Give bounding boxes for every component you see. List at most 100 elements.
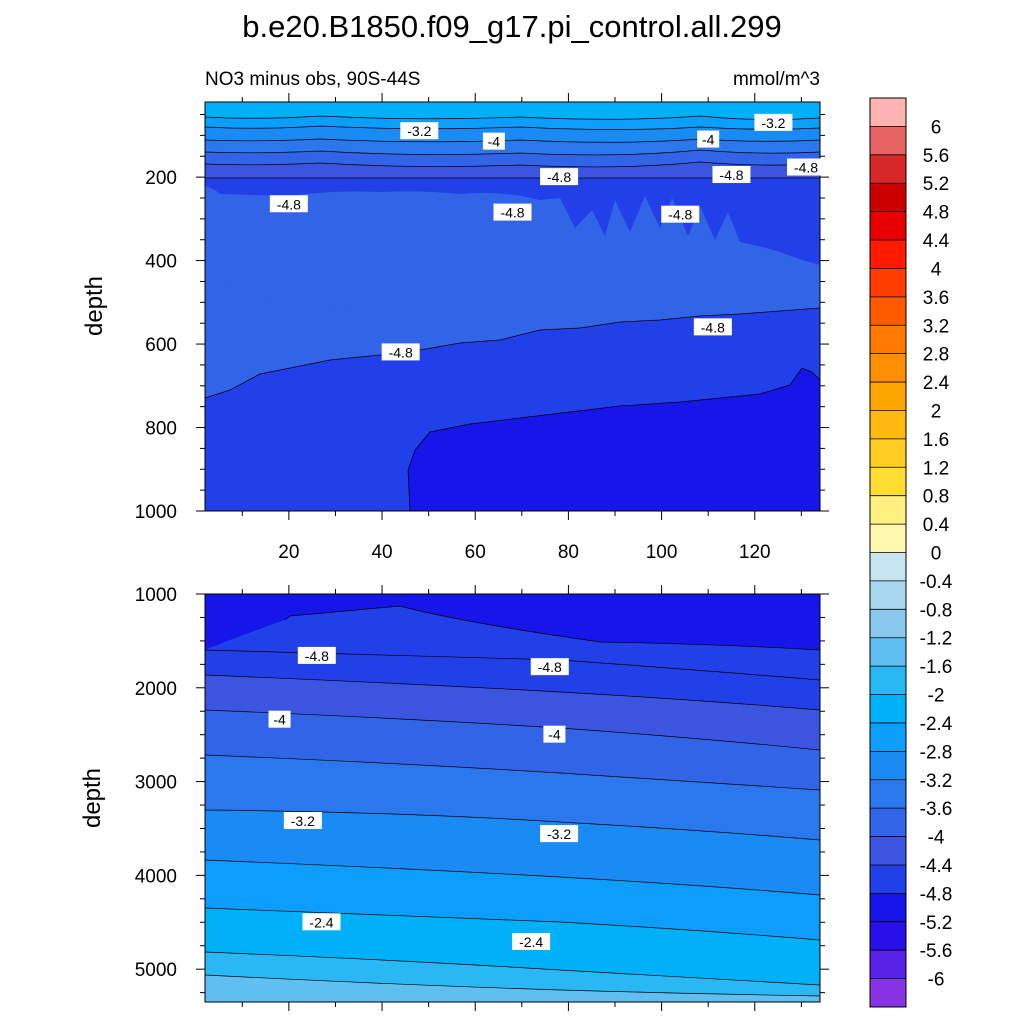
colorbar-swatch (870, 98, 906, 127)
colorbar-swatch (870, 211, 906, 241)
lower-contour-label-text: -4.8 (538, 659, 562, 675)
upper-y-tick-label: 200 (145, 168, 177, 189)
upper-contour-label-text: -4.8 (794, 160, 818, 176)
lower-band-1 (205, 594, 820, 650)
lower-contour-label: -4 (268, 710, 291, 728)
lower-panel: 1000 2000 3000 4000 5000 -4.8 -4.8 -4 -4 -3.2 -3.… (79, 585, 829, 1011)
lower-band-2 (205, 606, 820, 680)
figure-title: b.e20.B1850.f09_g17.pi_control.all.299 (242, 9, 782, 44)
upper-x-tick-label: 100 (646, 542, 678, 563)
lower-y-tick-label: 1000 (135, 585, 177, 606)
colorbar-label: 3.2 (923, 316, 949, 337)
colorbar-label: 4 (931, 259, 942, 280)
colorbar-label: 2.4 (923, 373, 950, 394)
upper-contour-label-box (787, 158, 826, 176)
lower-contour-label-box (268, 710, 291, 728)
colorbar-label: 4.4 (923, 231, 950, 252)
upper-contour-label-box (697, 130, 720, 148)
lower-contour-label: -3.2 (283, 811, 322, 829)
lower-band-5 (205, 710, 820, 790)
lower-contour-label: -3.2 (540, 825, 579, 843)
upper-contour-label: -4 (697, 130, 720, 148)
upper-contour-label-box (269, 195, 308, 213)
colorbar-label: 2.8 (923, 345, 949, 366)
colorbar-label: -5.6 (920, 941, 953, 962)
colorbar-label: -2.8 (920, 742, 953, 763)
colorbar-label: -3.2 (920, 771, 953, 792)
upper-contour-label: -4.8 (269, 195, 308, 213)
upper-layer-patch (205, 268, 386, 306)
colorbar-swatch (870, 978, 906, 1008)
colorbar-swatch (870, 126, 906, 156)
upper-contour-label-text: -3.2 (407, 123, 431, 139)
upper-contour-label-text: -4.8 (547, 169, 571, 185)
lower-contour-label: -4 (543, 725, 566, 743)
upper-contour-label-text: -4.8 (500, 205, 524, 221)
upper-contour-label-text: -4.8 (701, 319, 725, 335)
colorbar-swatch (870, 722, 906, 752)
upper-layer-main (205, 178, 820, 265)
colorbar-swatch (870, 694, 906, 724)
lower-contour-label-box (302, 913, 341, 931)
upper-contour-label-text: -4.8 (389, 344, 413, 360)
upper-y-tick-label: 600 (145, 335, 177, 356)
colorbar-label: -5.2 (920, 913, 953, 934)
lower-contour-label-text: -2.4 (519, 934, 543, 950)
upper-contour-label: -4.8 (493, 203, 532, 221)
lower-band-8 (205, 860, 820, 940)
lower-contour-label-text: -2.4 (309, 914, 333, 930)
colorbar-swatch (870, 637, 906, 667)
upper-y-tick-label: 800 (145, 419, 177, 440)
lower-contour-label-box (540, 825, 579, 843)
colorbar-swatch (870, 296, 906, 326)
lower-y-tick-label: 2000 (135, 679, 177, 700)
upper-y-tick-label: 400 (145, 252, 177, 273)
lower-band-10 (205, 952, 820, 996)
lower-y-tick-label: 3000 (135, 773, 177, 794)
upper-band-3 (205, 126, 820, 143)
upper-contour-label-box (400, 122, 439, 140)
colorbar-label: 2 (931, 401, 942, 422)
upper-y-tick-label: 1000 (135, 502, 177, 523)
upper-contour-label-text: -4.8 (668, 207, 692, 223)
upper-x-tick-label: 20 (278, 542, 299, 563)
lower-contour-label-text: -3.2 (547, 826, 571, 842)
upper-band-4 (205, 139, 820, 155)
subtitle-left: NO3 minus obs, 90S-44S (205, 69, 420, 90)
lower-contour-label-box (283, 811, 322, 829)
colorbar-swatch (870, 154, 906, 184)
colorbar-swatch (870, 325, 906, 355)
colorbar-swatch (870, 438, 906, 468)
upper-axes: 20 40 60 80 100 120 200 400 600 800 1000 (135, 93, 829, 563)
colorbar-swatch (870, 580, 906, 610)
lower-plot-frame (204, 593, 821, 1003)
upper-contour-label: -3.2 (754, 113, 793, 131)
upper-contour-label: -4.8 (787, 158, 826, 176)
colorbar-swatch (870, 467, 906, 497)
lower-contour-label: -2.4 (512, 932, 551, 950)
colorbar-swatch (870, 183, 906, 213)
lower-contour-labels: -4.8 -4.8 -4 -4 -3.2 -3.2 -2.4 -2.4 (268, 646, 579, 950)
colorbar-label: -0.4 (920, 572, 953, 593)
colorbar-label: -2.4 (920, 714, 953, 735)
colorbar-label: -1.2 (920, 629, 953, 650)
colorbar-label: 6 (931, 117, 942, 138)
upper-contour-label: -4.8 (381, 343, 420, 361)
colorbar-swatch (870, 836, 906, 866)
colorbar-swatch (870, 609, 906, 639)
upper-layer-deepest (408, 368, 820, 511)
lower-band-6 (205, 755, 820, 840)
lower-y-tick-label: 5000 (135, 960, 177, 981)
colorbar: 6 5.6 5.2 4.8 4.4 4 3.6 3.2 2.8 2.4 2 1.6 1.2 0.8 0.4 0… (869, 97, 953, 1008)
lower-contour-label: -4.8 (297, 646, 336, 664)
upper-x-tick-label: 40 (371, 542, 392, 563)
lower-band-7 (205, 810, 820, 895)
upper-ylabel: depth (81, 276, 108, 336)
lower-band-4 (205, 675, 820, 750)
upper-contour-label-box (712, 166, 751, 184)
colorbar-label: 1.6 (923, 430, 949, 451)
upper-contour-label: -4.8 (693, 318, 732, 336)
upper-band-6 (205, 162, 820, 178)
lower-contour-label: -4.8 (530, 658, 569, 676)
